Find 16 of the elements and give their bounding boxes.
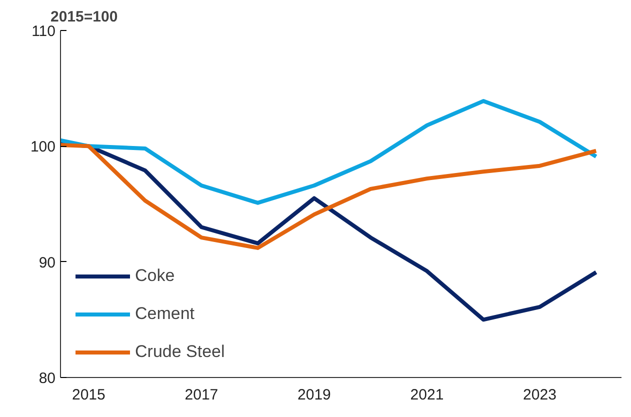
y-tick-label: 110 [32, 23, 56, 40]
x-tick-label: 2021 [410, 386, 444, 404]
x-tick-label: 2017 [184, 386, 218, 404]
x-tick-label: 2019 [298, 386, 331, 404]
line-series [60, 143, 598, 250]
legend-label: Crude Steel [135, 342, 225, 362]
x-tick-label: 2023 [523, 386, 556, 404]
legend-label: Coke [135, 266, 175, 286]
y-tick-label: 100 [30, 138, 56, 156]
legend-label: Cement [135, 304, 195, 324]
y-tick-label: 90 [38, 254, 56, 272]
y-tick-label: 80 [38, 370, 56, 387]
chart-title: 2015=100 [50, 8, 118, 26]
x-tick-label: 2015 [72, 386, 106, 404]
line-series [60, 142, 598, 322]
line-series [60, 99, 598, 205]
